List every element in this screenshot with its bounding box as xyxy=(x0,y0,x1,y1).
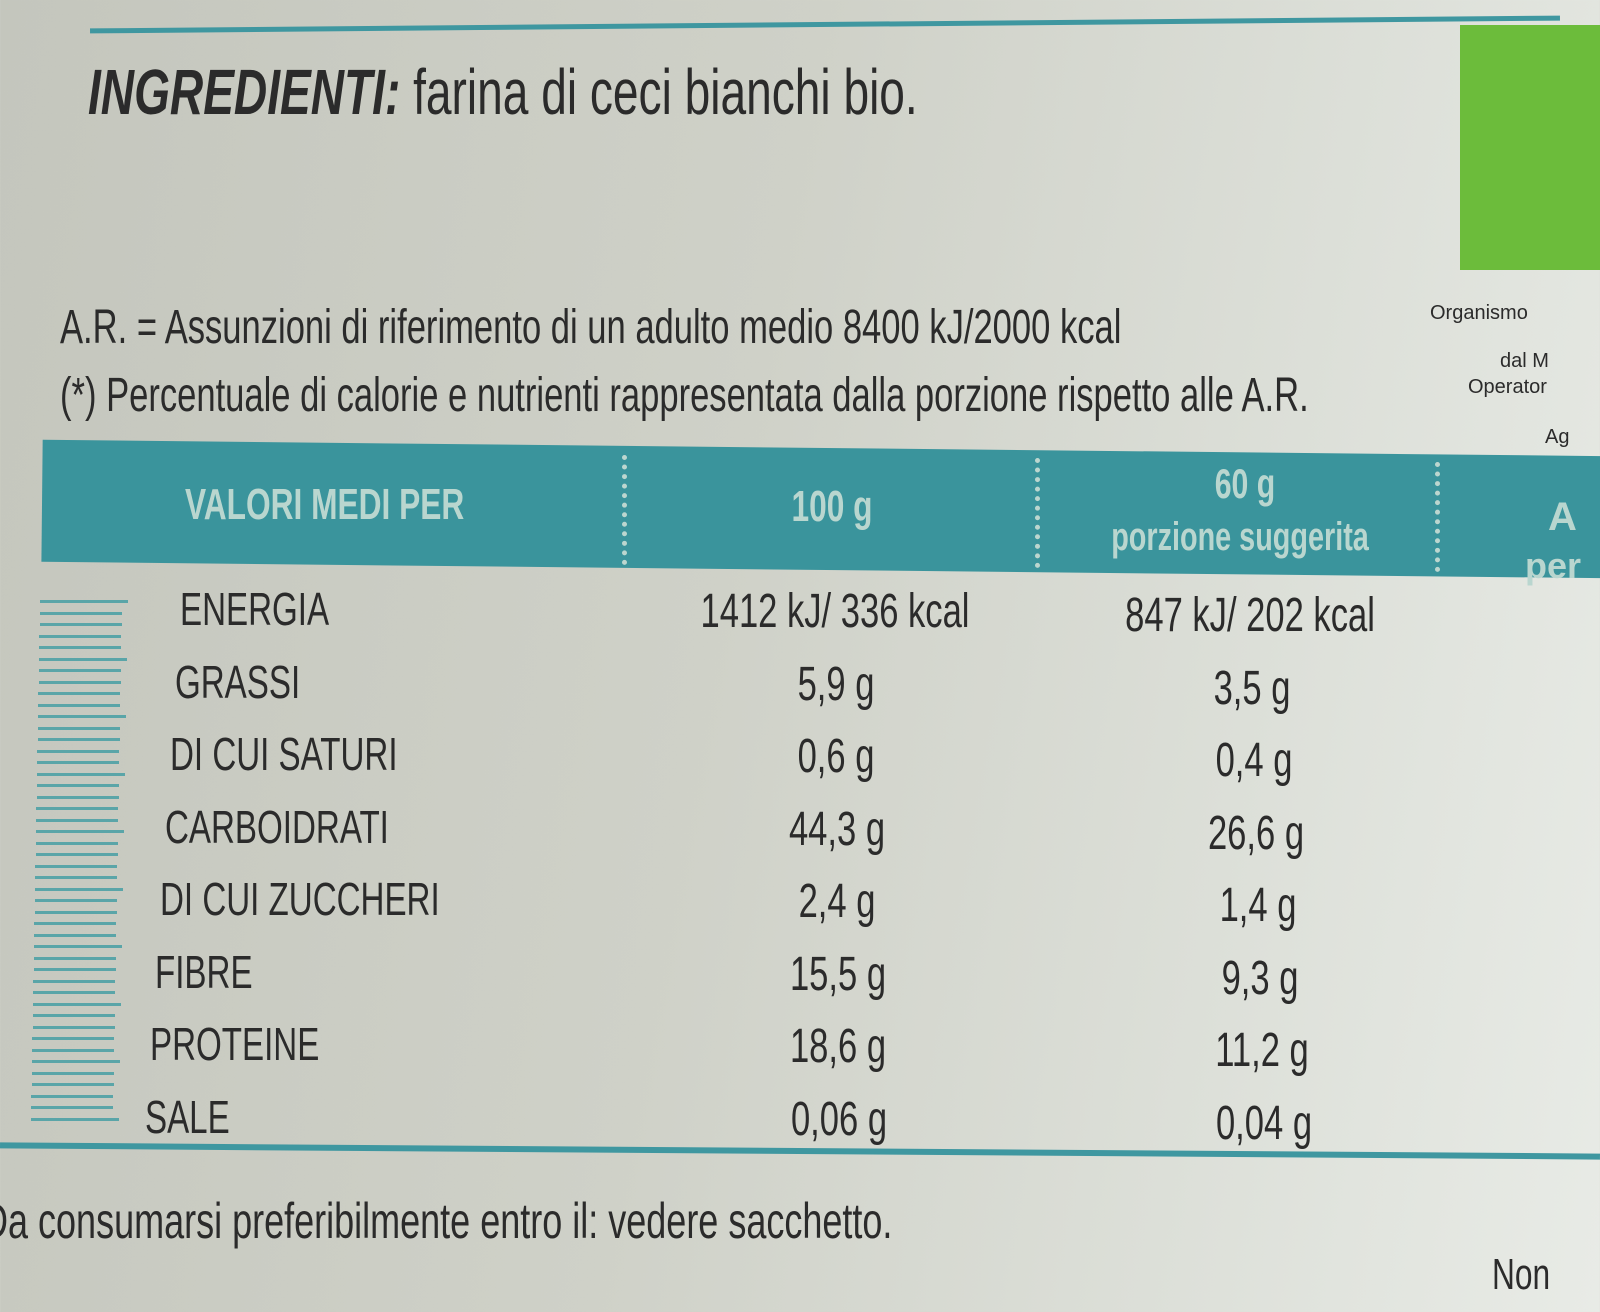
table-divider xyxy=(622,455,627,565)
ruler-tick xyxy=(36,784,119,787)
ruler-tick xyxy=(35,864,118,868)
nutrient-name: DI CUI ZUCCHERI xyxy=(160,873,440,925)
ruler-tick xyxy=(39,657,127,661)
value-60g: 847 kJ/ 202 kcal xyxy=(1125,589,1375,642)
ruler-tick xyxy=(38,669,121,672)
corner-text: Non xyxy=(1492,1250,1551,1299)
note: A.R. = Assunzioni di riferimento di un a… xyxy=(60,301,1122,354)
ruler-tick xyxy=(35,853,118,856)
table-divider xyxy=(1435,462,1440,572)
ruler-tick xyxy=(31,1094,114,1098)
ruler-tick xyxy=(37,738,120,741)
value-100g: 18,6 g xyxy=(789,1020,887,1073)
ruler-tick xyxy=(37,749,120,753)
table-divider xyxy=(1035,458,1040,568)
header-cell: per xyxy=(1525,545,1582,586)
ruler-tick xyxy=(39,611,122,615)
ruler-tick xyxy=(33,1002,121,1006)
value-60g: 26,6 g xyxy=(1207,806,1305,860)
footer: Da consumarsi preferibilmente entro il: … xyxy=(0,1193,893,1249)
header-cell: A xyxy=(1548,495,1577,539)
ruler-tick xyxy=(31,1117,119,1121)
value-60g: 1,4 g xyxy=(1219,879,1297,932)
organic-logo xyxy=(1460,25,1600,270)
ruler-tick xyxy=(36,818,119,822)
ruler-tick xyxy=(35,887,123,891)
ruler-tick xyxy=(33,956,116,960)
value-60g: 3,5 g xyxy=(1213,661,1291,715)
ruler-tick xyxy=(34,933,117,937)
ruler-tick xyxy=(32,1025,115,1029)
nutrient-name: SALE xyxy=(145,1090,230,1143)
ingredients: INGREDIENTI: farina di ceci bianchi bio. xyxy=(88,55,918,129)
nutrient-name: FIBRE xyxy=(155,945,253,998)
note: (*) Percentuale di calorie e nutrienti r… xyxy=(60,369,1309,422)
ruler-tick xyxy=(32,1048,115,1052)
side-text: Organismo xyxy=(1430,302,1528,324)
value-60g: 0,4 g xyxy=(1215,734,1293,787)
value-60g: 11,2 g xyxy=(1215,1024,1309,1077)
ruler-tick xyxy=(32,1014,115,1017)
ruler-tick xyxy=(38,715,126,718)
ruler-tick xyxy=(37,726,120,730)
value-60g: 9,3 g xyxy=(1221,951,1299,1005)
ruler-tick xyxy=(32,1037,115,1040)
ruler-tick xyxy=(31,1083,114,1086)
ruler-tick xyxy=(33,991,116,994)
ruler-tick xyxy=(37,761,120,764)
value-100g: 2,4 g xyxy=(798,875,876,928)
ruler-tick xyxy=(31,1071,114,1075)
nutrient-name: CARBOIDRATI xyxy=(165,800,389,853)
ruler-tick xyxy=(35,876,118,879)
side-text: Ag xyxy=(1545,426,1570,448)
side-text: Operator xyxy=(1468,376,1547,398)
ruler-tick xyxy=(33,979,116,983)
ruler-tick xyxy=(36,795,119,799)
ruler-tick xyxy=(38,703,121,707)
ruler-tick xyxy=(38,680,121,684)
value-100g: 15,5 g xyxy=(789,947,886,1001)
ruler-tick xyxy=(31,1106,114,1109)
value-100g: 0,6 g xyxy=(797,730,875,783)
side-text: dal M xyxy=(1500,350,1549,372)
header-cell: 100 g xyxy=(791,482,873,531)
value-100g: 0,06 g xyxy=(790,1092,887,1146)
ruler-tick xyxy=(36,807,119,810)
value-60g: 0,04 g xyxy=(1215,1096,1313,1150)
value-100g: 5,9 g xyxy=(797,657,874,711)
value-100g: 1412 kJ/ 336 kcal xyxy=(700,585,970,638)
ruler-tick xyxy=(34,945,122,948)
ruler-tick xyxy=(39,634,122,638)
header-cell: porzione suggerita xyxy=(1111,515,1369,559)
header-cell: 60 g xyxy=(1214,460,1276,507)
value-100g: 44,3 g xyxy=(788,802,885,856)
top-line xyxy=(90,15,1560,34)
ruler-tick xyxy=(38,692,121,695)
ruler-tick xyxy=(39,623,122,626)
header-cell: VALORI MEDI PER xyxy=(185,480,465,529)
ruler-tick xyxy=(35,841,118,845)
nutrient-name: ENERGIA xyxy=(180,583,330,635)
ruler-tick xyxy=(34,899,117,902)
ruler-tick xyxy=(32,1060,120,1063)
ingredients-text: farina di ceci bianchi bio. xyxy=(413,56,918,128)
ruler-tick xyxy=(34,910,117,914)
ruler-tick xyxy=(34,922,117,925)
ruler-tick xyxy=(33,968,116,971)
nutrient-name: GRASSI xyxy=(175,655,301,708)
ruler-tick xyxy=(40,600,128,603)
ingredients-label: INGREDIENTI: xyxy=(88,56,401,128)
ruler-tick xyxy=(36,830,124,833)
ruler-tick xyxy=(39,646,122,649)
nutrient-name: DI CUI SATURI xyxy=(170,728,398,780)
ruler-tick xyxy=(37,772,125,776)
nutrient-name: PROTEINE xyxy=(150,1018,320,1070)
